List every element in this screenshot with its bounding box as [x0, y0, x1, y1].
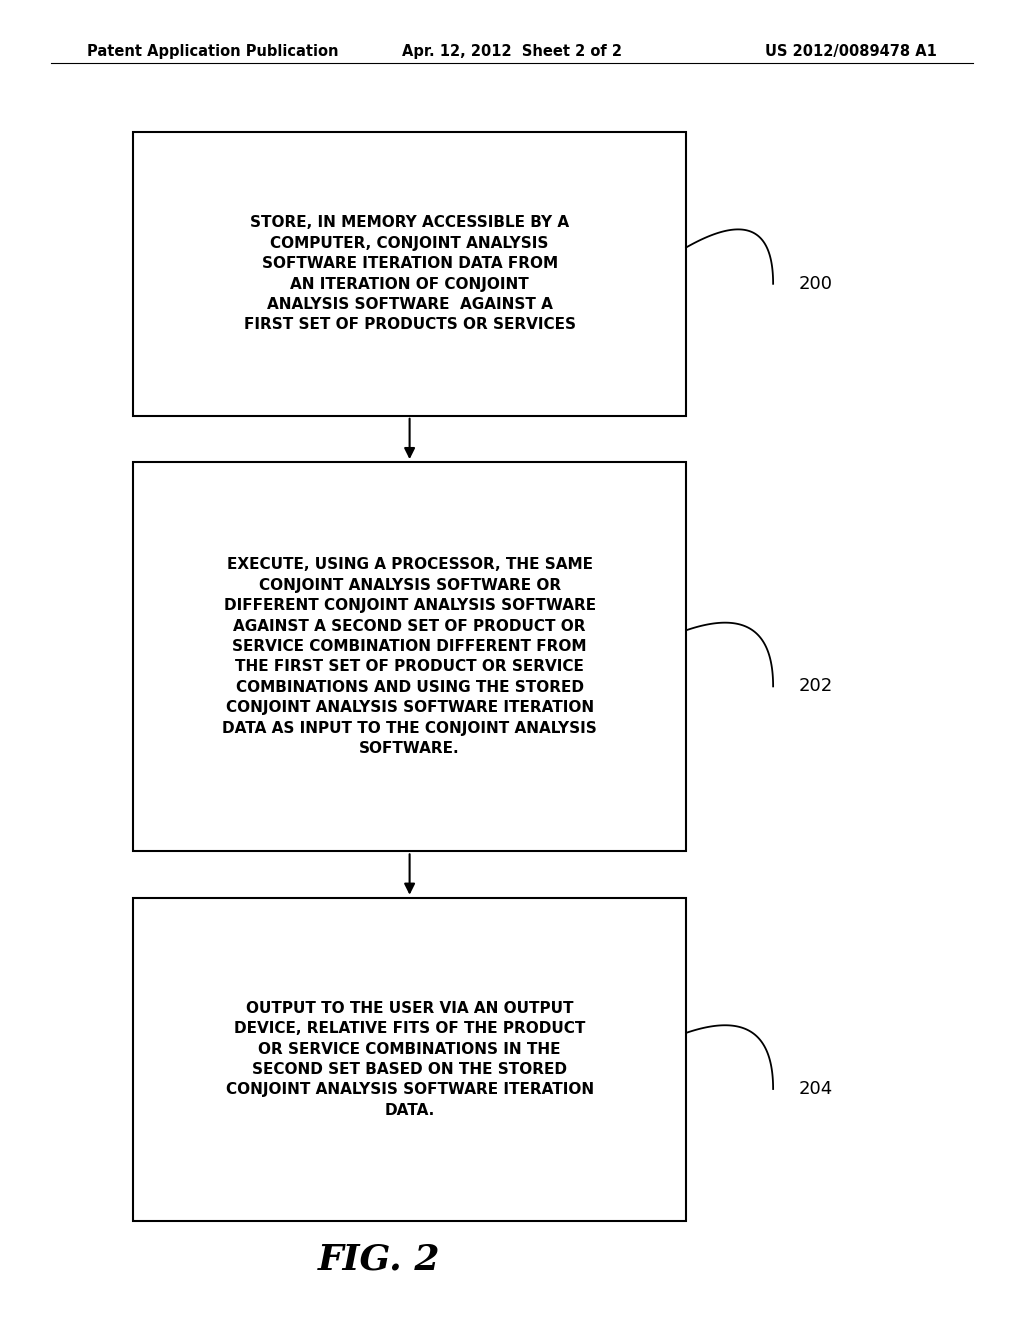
Text: OUTPUT TO THE USER VIA AN OUTPUT
DEVICE, RELATIVE FITS OF THE PRODUCT
OR SERVICE: OUTPUT TO THE USER VIA AN OUTPUT DEVICE,… [225, 1001, 594, 1118]
Text: 204: 204 [799, 1080, 833, 1098]
Text: STORE, IN MEMORY ACCESSIBLE BY A
COMPUTER, CONJOINT ANALYSIS
SOFTWARE ITERATION : STORE, IN MEMORY ACCESSIBLE BY A COMPUTE… [244, 215, 575, 333]
FancyBboxPatch shape [133, 462, 686, 851]
Text: Patent Application Publication: Patent Application Publication [87, 44, 339, 58]
FancyBboxPatch shape [133, 898, 686, 1221]
Text: Apr. 12, 2012  Sheet 2 of 2: Apr. 12, 2012 Sheet 2 of 2 [402, 44, 622, 58]
Text: 200: 200 [799, 275, 833, 293]
Text: FIG. 2: FIG. 2 [317, 1242, 440, 1276]
Text: EXECUTE, USING A PROCESSOR, THE SAME
CONJOINT ANALYSIS SOFTWARE OR
DIFFERENT CON: EXECUTE, USING A PROCESSOR, THE SAME CON… [222, 557, 597, 756]
Text: 202: 202 [799, 677, 833, 696]
FancyBboxPatch shape [133, 132, 686, 416]
Text: US 2012/0089478 A1: US 2012/0089478 A1 [765, 44, 937, 58]
